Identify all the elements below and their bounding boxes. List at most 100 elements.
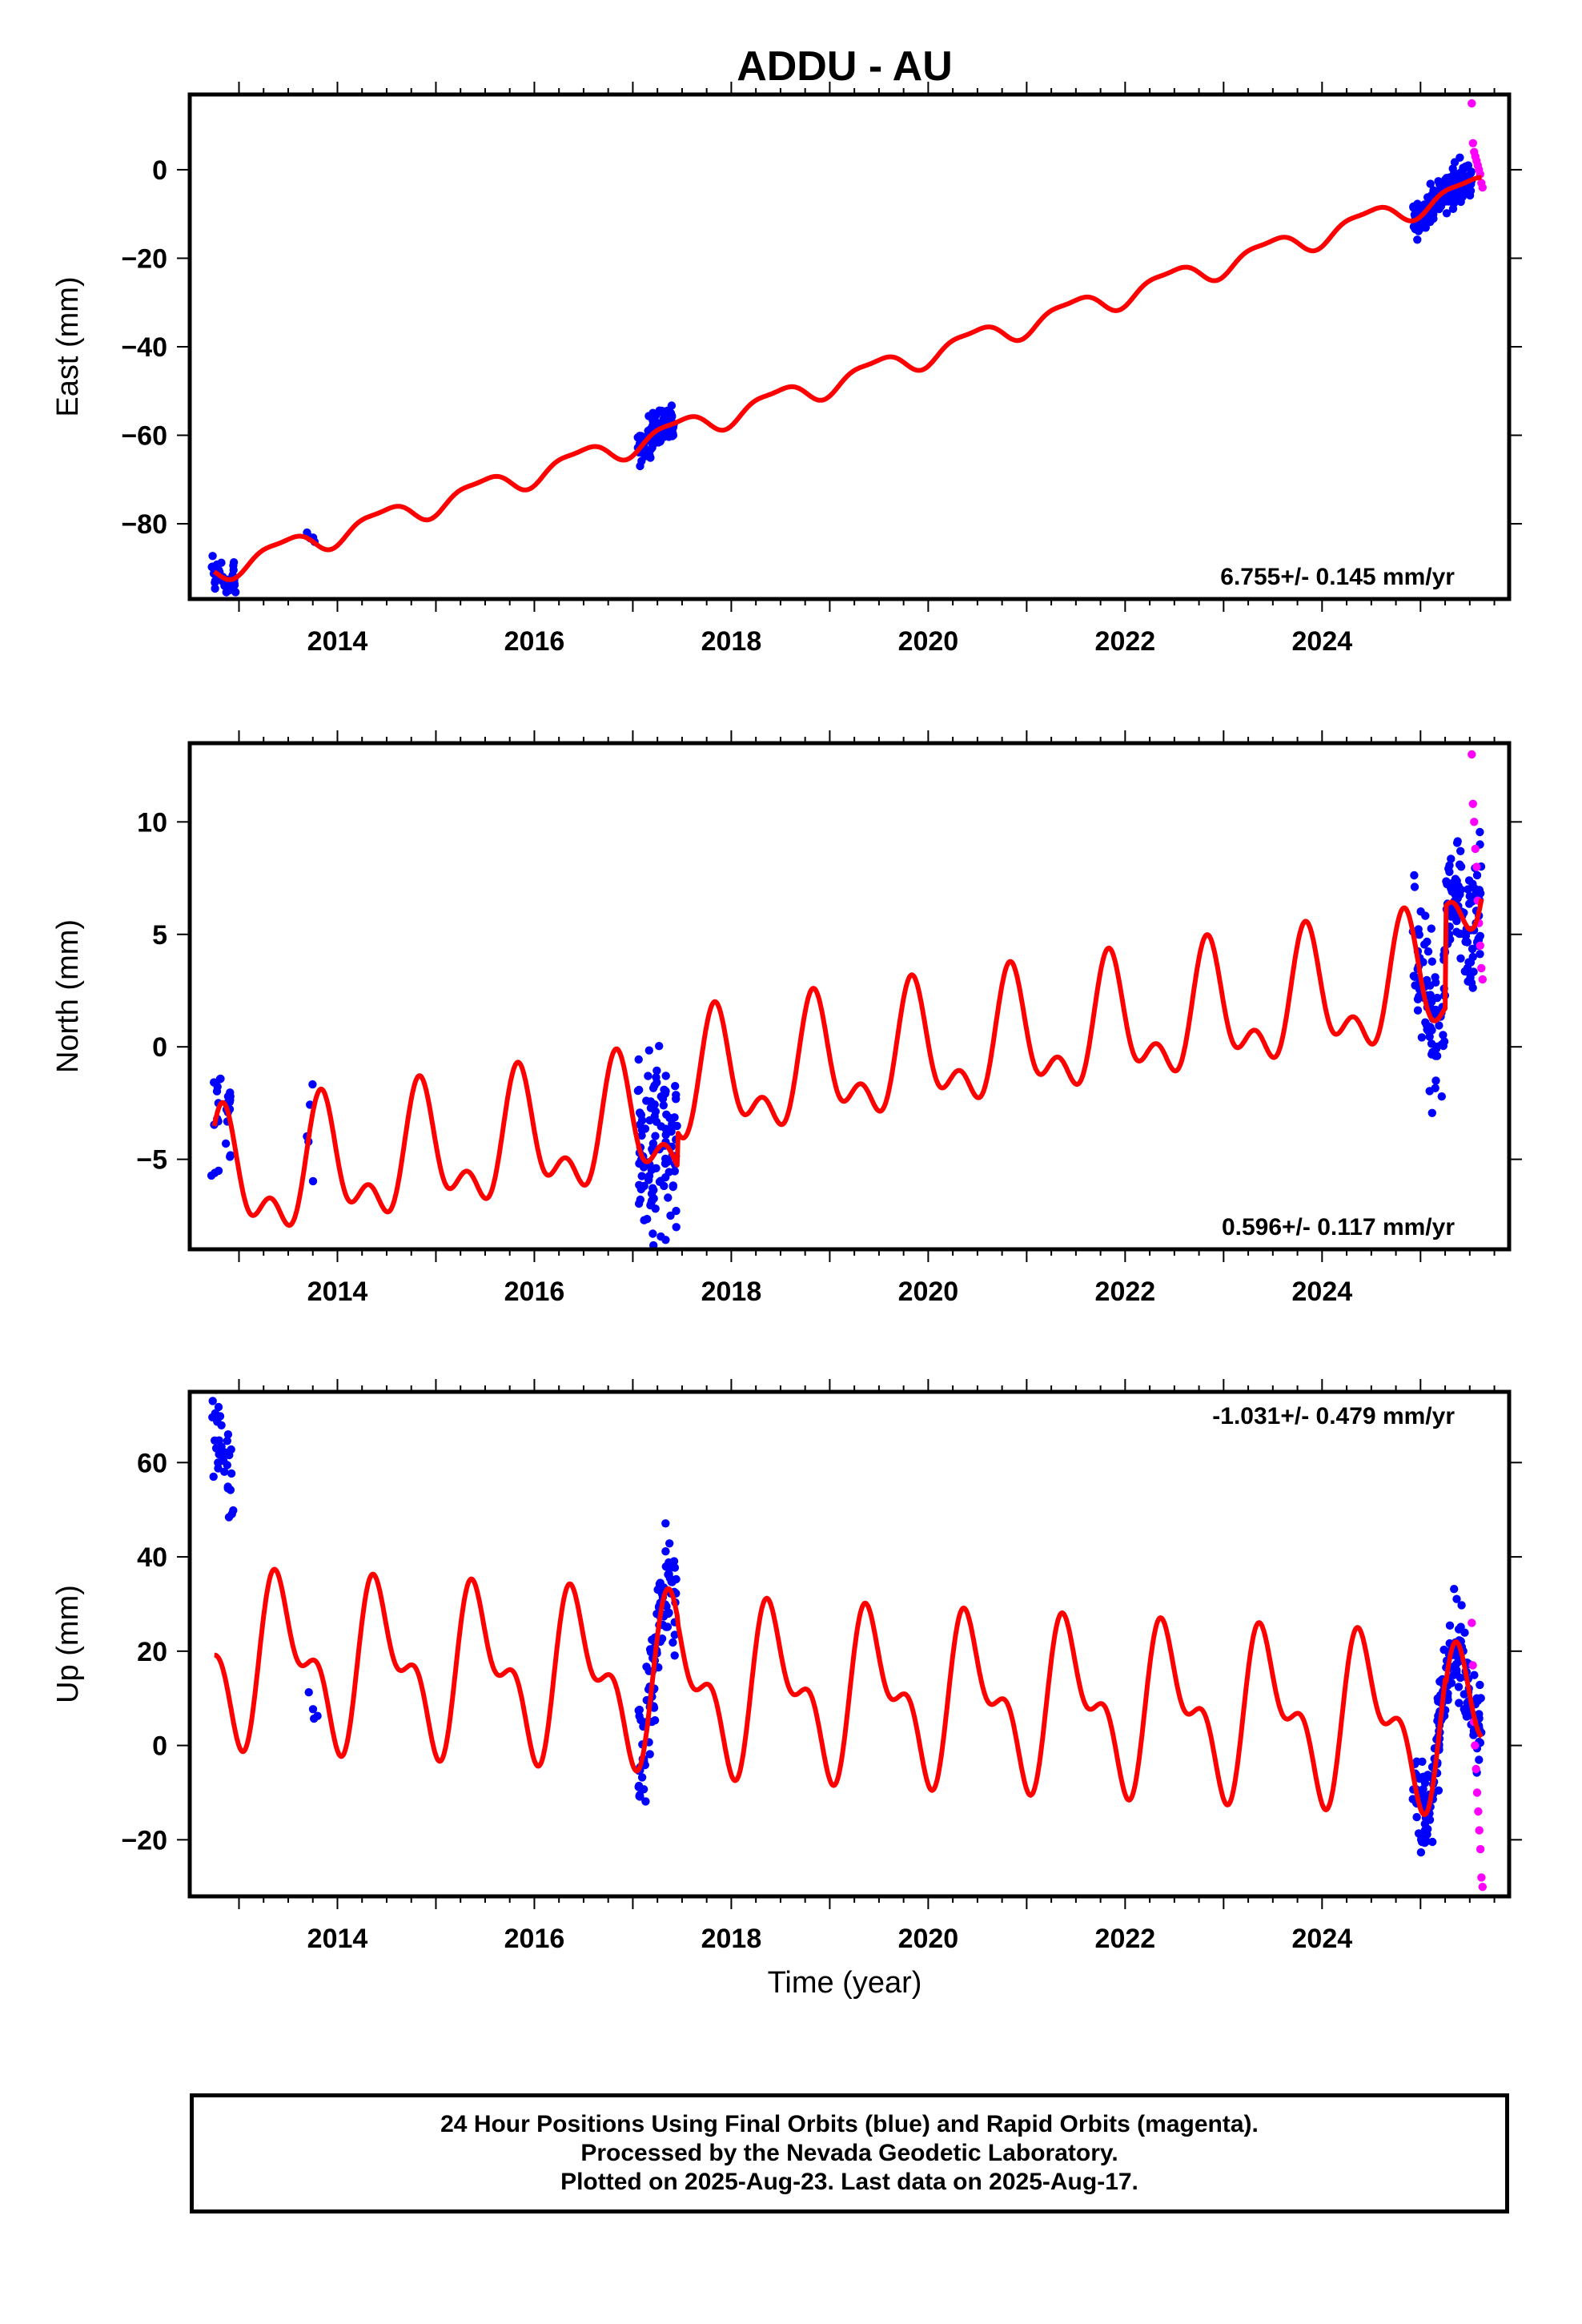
final-orbit-point [208,552,217,561]
rapid-orbit-point [1474,1807,1483,1816]
final-orbit-point [670,1630,679,1639]
final-orbit-point [1450,1585,1459,1594]
chart-title: ADDU - AU [737,43,953,90]
final-orbit-point [641,1797,650,1806]
final-orbit-point [669,1638,677,1647]
final-orbit-point [223,1437,231,1445]
model-fit-line [211,898,1484,1228]
rapid-orbit-point [1478,183,1488,192]
x-tick-label: 2020 [898,1924,959,1954]
final-orbit-point [656,1176,665,1185]
final-orbit-point [1443,1695,1452,1704]
final-orbit-point [1435,1021,1443,1030]
final-orbit-point [222,588,231,597]
x-tick-label: 2016 [504,1924,565,1954]
final-orbit-point [1442,209,1452,218]
final-orbit-point [657,1634,667,1643]
final-orbit-point [1420,1838,1429,1848]
final-orbit-point [1434,1786,1443,1795]
final-orbit-point [1451,890,1460,899]
final-orbit-point [208,1397,217,1405]
final-orbit-point [666,1211,675,1220]
final-orbit-point [651,1204,660,1213]
final-orbit-point [665,1539,674,1548]
rapid-orbit-point [1475,1826,1484,1835]
y-tick-label: 40 [137,1542,167,1573]
y-tick-label: 10 [137,807,167,838]
final-orbit-point [1459,165,1468,174]
final-orbit-point [1420,1826,1430,1835]
final-orbit-point [1423,1815,1433,1823]
final-orbit-point [646,1097,656,1106]
final-orbit-point [1448,204,1458,213]
rapid-orbit-point [1468,750,1476,759]
panel-2: 2014 2016 2018 2020 2022 2024 −5 0 5 10 North (mm)… [51,730,1522,1307]
panels: 2014 2016 2018 2020 2022 2024 −80 −60 −40 −20 0 Eas… [51,82,1522,1954]
final-orbit-point [1452,1594,1461,1603]
final-orbit-point [1426,179,1435,188]
final-orbit-point [667,1127,676,1136]
final-orbit-point [211,1168,219,1177]
final-orbit-point [1420,1779,1430,1787]
final-orbit-point [648,1229,657,1238]
final-orbit-point [669,1182,677,1192]
x-tick-label: 2014 [307,1924,368,1954]
x-tick-label: 2018 [701,1924,762,1954]
final-orbit-point [643,1262,651,1270]
final-orbit-point [304,1688,313,1697]
y-tick-label: −5 [136,1145,167,1176]
x-tick-label: 2018 [701,1277,762,1307]
final-orbit-point [227,1445,235,1454]
y-tick-label: 0 [152,1731,167,1762]
y-tick-label: 0 [152,155,167,186]
final-orbit-point [644,1176,653,1184]
final-orbit-point [644,412,653,420]
model-fit-line [213,1566,1484,1817]
final-orbit-point [1412,1757,1421,1766]
final-orbit-point [636,1184,645,1194]
x-tick-label: 2016 [504,1277,565,1307]
final-orbit-point [637,1131,646,1140]
final-orbit-point [1421,223,1431,232]
footer-box: 24 Hour Positions Using Final Orbits (bl… [190,2093,1509,2213]
final-orbit-point [652,411,661,420]
final-orbit-point [1412,1812,1421,1822]
final-orbit-point [1452,838,1462,847]
final-orbit-point [1423,193,1432,202]
y-tick-label: 0 [152,1032,167,1063]
final-orbit-point [643,1215,652,1224]
final-orbit-point [1421,911,1430,920]
final-orbit-point [650,1112,659,1121]
rapid-orbit-point [1478,975,1488,984]
final-orbit-point [1431,1076,1440,1085]
final-orbit-point [1427,1108,1437,1118]
final-orbit-point [1416,1848,1426,1857]
final-orbit-point [634,1199,644,1208]
y-tick-label: −40 [121,332,167,363]
final-orbit-point [637,1773,647,1782]
rapid-orbit-point [1471,844,1480,854]
final-orbit-point [1451,875,1460,883]
final-orbit-point [1425,1032,1434,1041]
footer-line-2: Processed by the Nevada Geodetic Laborat… [580,2140,1118,2166]
final-orbit-point [1464,885,1472,894]
final-orbit-point [671,1082,680,1091]
x-tick-label: 2024 [1292,1277,1353,1307]
final-orbit-point [666,408,676,417]
plot-area [208,1392,1488,1892]
final-orbit-point [661,1072,670,1080]
final-orbit-point [650,1716,660,1725]
final-orbit-point [1452,170,1461,179]
final-orbit-point [1431,1051,1440,1060]
y-tick-label: −20 [121,243,167,274]
velocity-rate-label: -1.031+/- 0.479 mm/yr [1212,1403,1455,1429]
final-orbit-point [636,1715,645,1725]
final-orbit-point [213,1445,223,1454]
final-orbit-point [1466,973,1475,983]
y-axis-label: East (mm) [51,276,85,416]
final-orbit-point [662,1110,671,1120]
final-orbit-point [1441,175,1450,184]
final-orbit-point [308,1080,317,1089]
final-orbit-point [212,1087,222,1096]
